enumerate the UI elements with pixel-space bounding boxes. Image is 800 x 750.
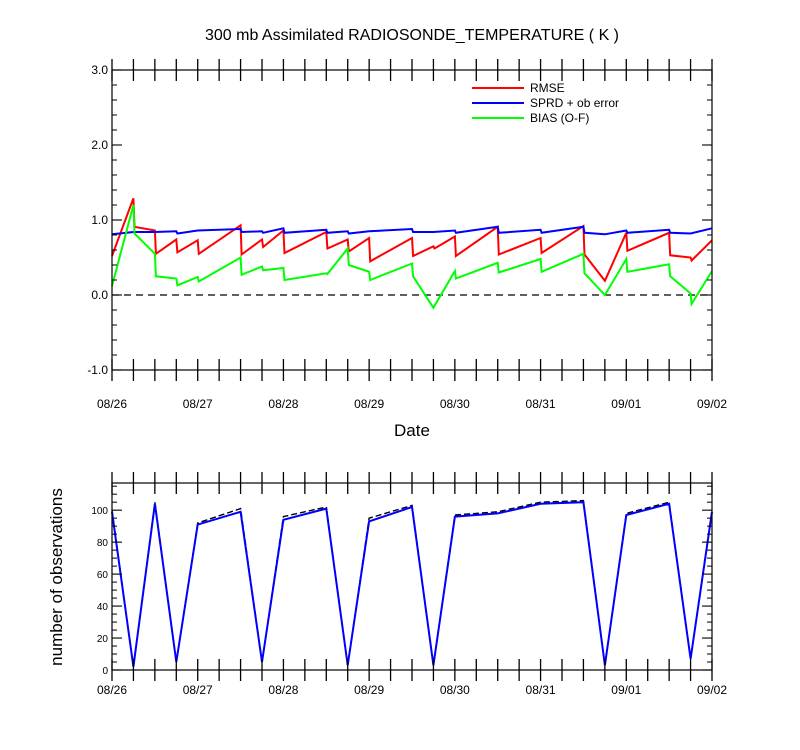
legend-label: BIAS (O-F) (530, 111, 589, 125)
x-tick-label: 08/28 (268, 683, 298, 697)
x-tick-label: 08/28 (268, 397, 298, 411)
bottom-series-obs-used-line (111, 501, 713, 667)
y-tick-label: -1.0 (87, 363, 108, 377)
top-panel: 300 mb Assimilated RADIOSONDE_TEMPERATUR… (87, 27, 727, 440)
bottom-series-group (111, 499, 713, 667)
bottom-ticks-group: 0 20 40 60 80 100 08/26 08/27 08/28 08/29 08/30 08/… (91, 472, 727, 697)
x-tick-label: 08/29 (354, 683, 384, 697)
y-tick-label: 80 (97, 538, 109, 549)
top-series-rmse-line (111, 197, 713, 283)
x-tick-label: 08/26 (97, 397, 127, 411)
bottom-panel: 0 20 40 60 80 100 08/26 08/27 08/28 08/29 08/30 08/… (47, 472, 727, 697)
top-plot-frame (111, 69, 713, 371)
y-tick-label: 100 (91, 506, 108, 517)
x-tick-label: 08/27 (183, 397, 213, 411)
x-tick-label: 09/01 (611, 397, 641, 411)
y-tick-label: 1.0 (91, 213, 108, 227)
y-tick-label: 20 (97, 634, 109, 645)
y-tick-label: 3.0 (91, 63, 108, 77)
x-tick-label: 09/02 (697, 683, 727, 697)
x-tick-label: 08/26 (97, 683, 127, 697)
x-tick-label: 08/31 (526, 683, 556, 697)
top-series-group (111, 197, 713, 310)
top-series-bias-o-f-line (111, 204, 713, 310)
y-tick-label: 2.0 (91, 138, 108, 152)
x-tick-label: 08/30 (440, 397, 470, 411)
legend-label: RMSE (530, 81, 565, 95)
bottom-series-obs-possible-line (111, 499, 713, 667)
top-series-sprd-ob-error-line (111, 225, 713, 236)
x-tick-label: 08/31 (526, 397, 556, 411)
legend-label: SPRD + ob error (530, 96, 619, 110)
y-tick-label: 60 (97, 570, 109, 581)
top-chart-title: 300 mb Assimilated RADIOSONDE_TEMPERATUR… (205, 27, 619, 44)
x-tick-label: 09/02 (697, 397, 727, 411)
x-tick-label: 09/01 (611, 683, 641, 697)
y-tick-label: 0 (102, 666, 108, 677)
bottom-y-axis-label: number of observations (47, 488, 66, 666)
x-tick-label: 08/29 (354, 397, 384, 411)
x-tick-label: 08/30 (440, 683, 470, 697)
x-tick-label: 08/27 (183, 683, 213, 697)
y-tick-label: 0.0 (91, 288, 108, 302)
y-tick-label: 40 (97, 602, 109, 613)
top-ticks-group: -1.0 0.0 1.0 2.0 3.0 08/26 08/27 08/28 08/29 08/3… (87, 59, 727, 411)
top-x-axis-label: Date (394, 421, 430, 440)
